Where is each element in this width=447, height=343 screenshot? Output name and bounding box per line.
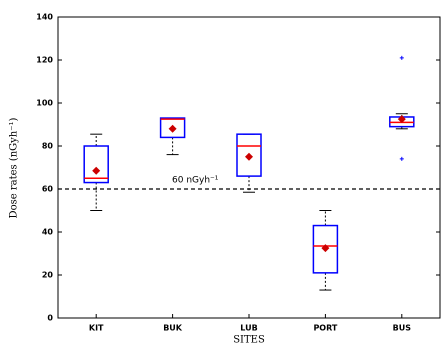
reference-label: 60 nGyh⁻¹ xyxy=(172,176,219,186)
x-tick-label: BUS xyxy=(393,324,412,333)
flier xyxy=(399,55,404,60)
box xyxy=(83,145,109,184)
flier xyxy=(399,156,404,161)
y-tick-label: 40 xyxy=(42,228,54,237)
y-tick-label: 60 xyxy=(42,185,54,194)
x-tick-label: PORT xyxy=(313,324,337,333)
y-tick-label: 80 xyxy=(42,142,54,151)
mean-marker xyxy=(245,152,253,161)
mean-marker xyxy=(397,115,406,124)
x-axis-label: SITES xyxy=(233,335,265,343)
mean-marker xyxy=(168,124,177,133)
y-tick-label: 140 xyxy=(36,13,53,22)
y-tick-label: 120 xyxy=(36,56,53,65)
y-axis-label: Dose rates (nGyh⁻¹) xyxy=(9,117,20,218)
y-tick-label: 0 xyxy=(47,314,53,323)
plot-frame xyxy=(57,16,441,319)
mean-marker xyxy=(92,166,101,175)
x-tick-label: KIT xyxy=(89,324,104,333)
box xyxy=(159,117,186,139)
box xyxy=(312,224,339,274)
box xyxy=(236,133,262,177)
x-tick-label: LUB xyxy=(240,324,257,333)
y-tick-label: 20 xyxy=(42,271,54,280)
mean-marker xyxy=(321,244,330,253)
y-tick-label: 100 xyxy=(36,99,53,108)
x-tick-label: BUK xyxy=(163,324,183,333)
